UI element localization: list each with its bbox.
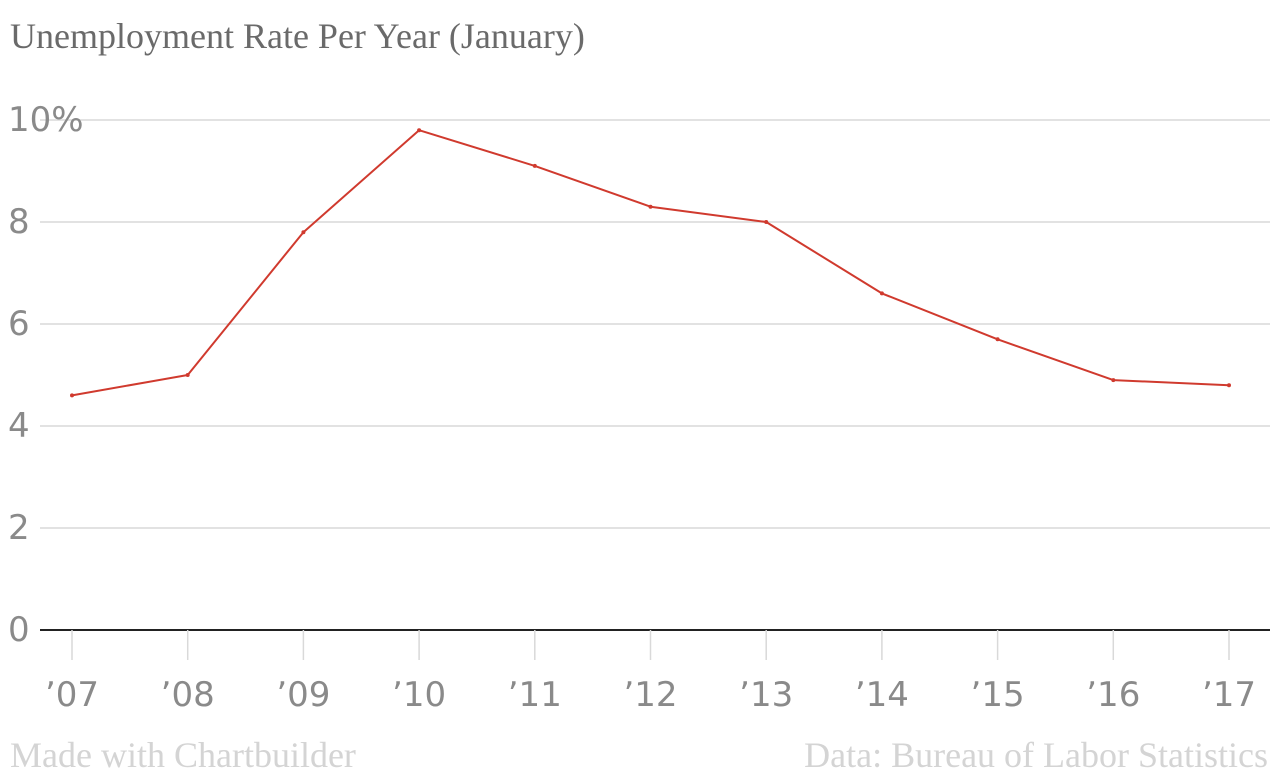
data-point: [879, 291, 884, 296]
y-tick-label: 2: [8, 508, 30, 548]
data-point: [1111, 378, 1116, 383]
source-text: Data: Bureau of Labor Statistics: [804, 735, 1268, 775]
x-axis-ticks: ’07 ’08 ’09 ’10 ’11 ’12 ’13 ’14 ’15 ’16 ’17: [45, 630, 1256, 715]
x-tick-label: ’16: [1086, 675, 1140, 715]
data-point: [70, 393, 74, 398]
grid-lines: [40, 119, 1270, 631]
data-point: [185, 373, 190, 377]
x-tick-label: ’11: [508, 675, 562, 715]
data-point: [1227, 383, 1231, 388]
x-tick-label: ’08: [161, 675, 215, 715]
x-tick-label: ’17: [1202, 675, 1256, 715]
x-tick-label: ’12: [623, 675, 677, 715]
x-tick-label: ’13: [739, 675, 793, 715]
x-tick-label: ’10: [392, 675, 446, 715]
y-tick-label: 6: [8, 304, 30, 344]
credit-text: Made with Chartbuilder: [10, 735, 356, 775]
y-tick-label: 8: [8, 202, 30, 242]
x-tick-label: ’14: [855, 675, 909, 715]
y-tick-label: 10%: [8, 100, 84, 140]
x-tick-label: ’15: [971, 675, 1025, 715]
series-layer: [70, 128, 1231, 398]
y-tick-label: 0: [8, 610, 30, 650]
x-tick-label: ’07: [45, 675, 99, 715]
data-point: [995, 337, 1000, 342]
y-axis-tick-labels: 0 2 4 6 8 10%: [8, 100, 84, 650]
series-line: [71, 129, 1230, 397]
chart-title: Unemployment Rate Per Year (January): [10, 16, 585, 56]
x-tick-label: ’09: [276, 675, 330, 715]
data-point: [417, 128, 422, 133]
data-point: [301, 230, 306, 235]
data-point: [764, 220, 769, 224]
y-tick-label: 4: [8, 406, 30, 446]
data-point: [532, 163, 537, 168]
data-point: [648, 204, 653, 209]
